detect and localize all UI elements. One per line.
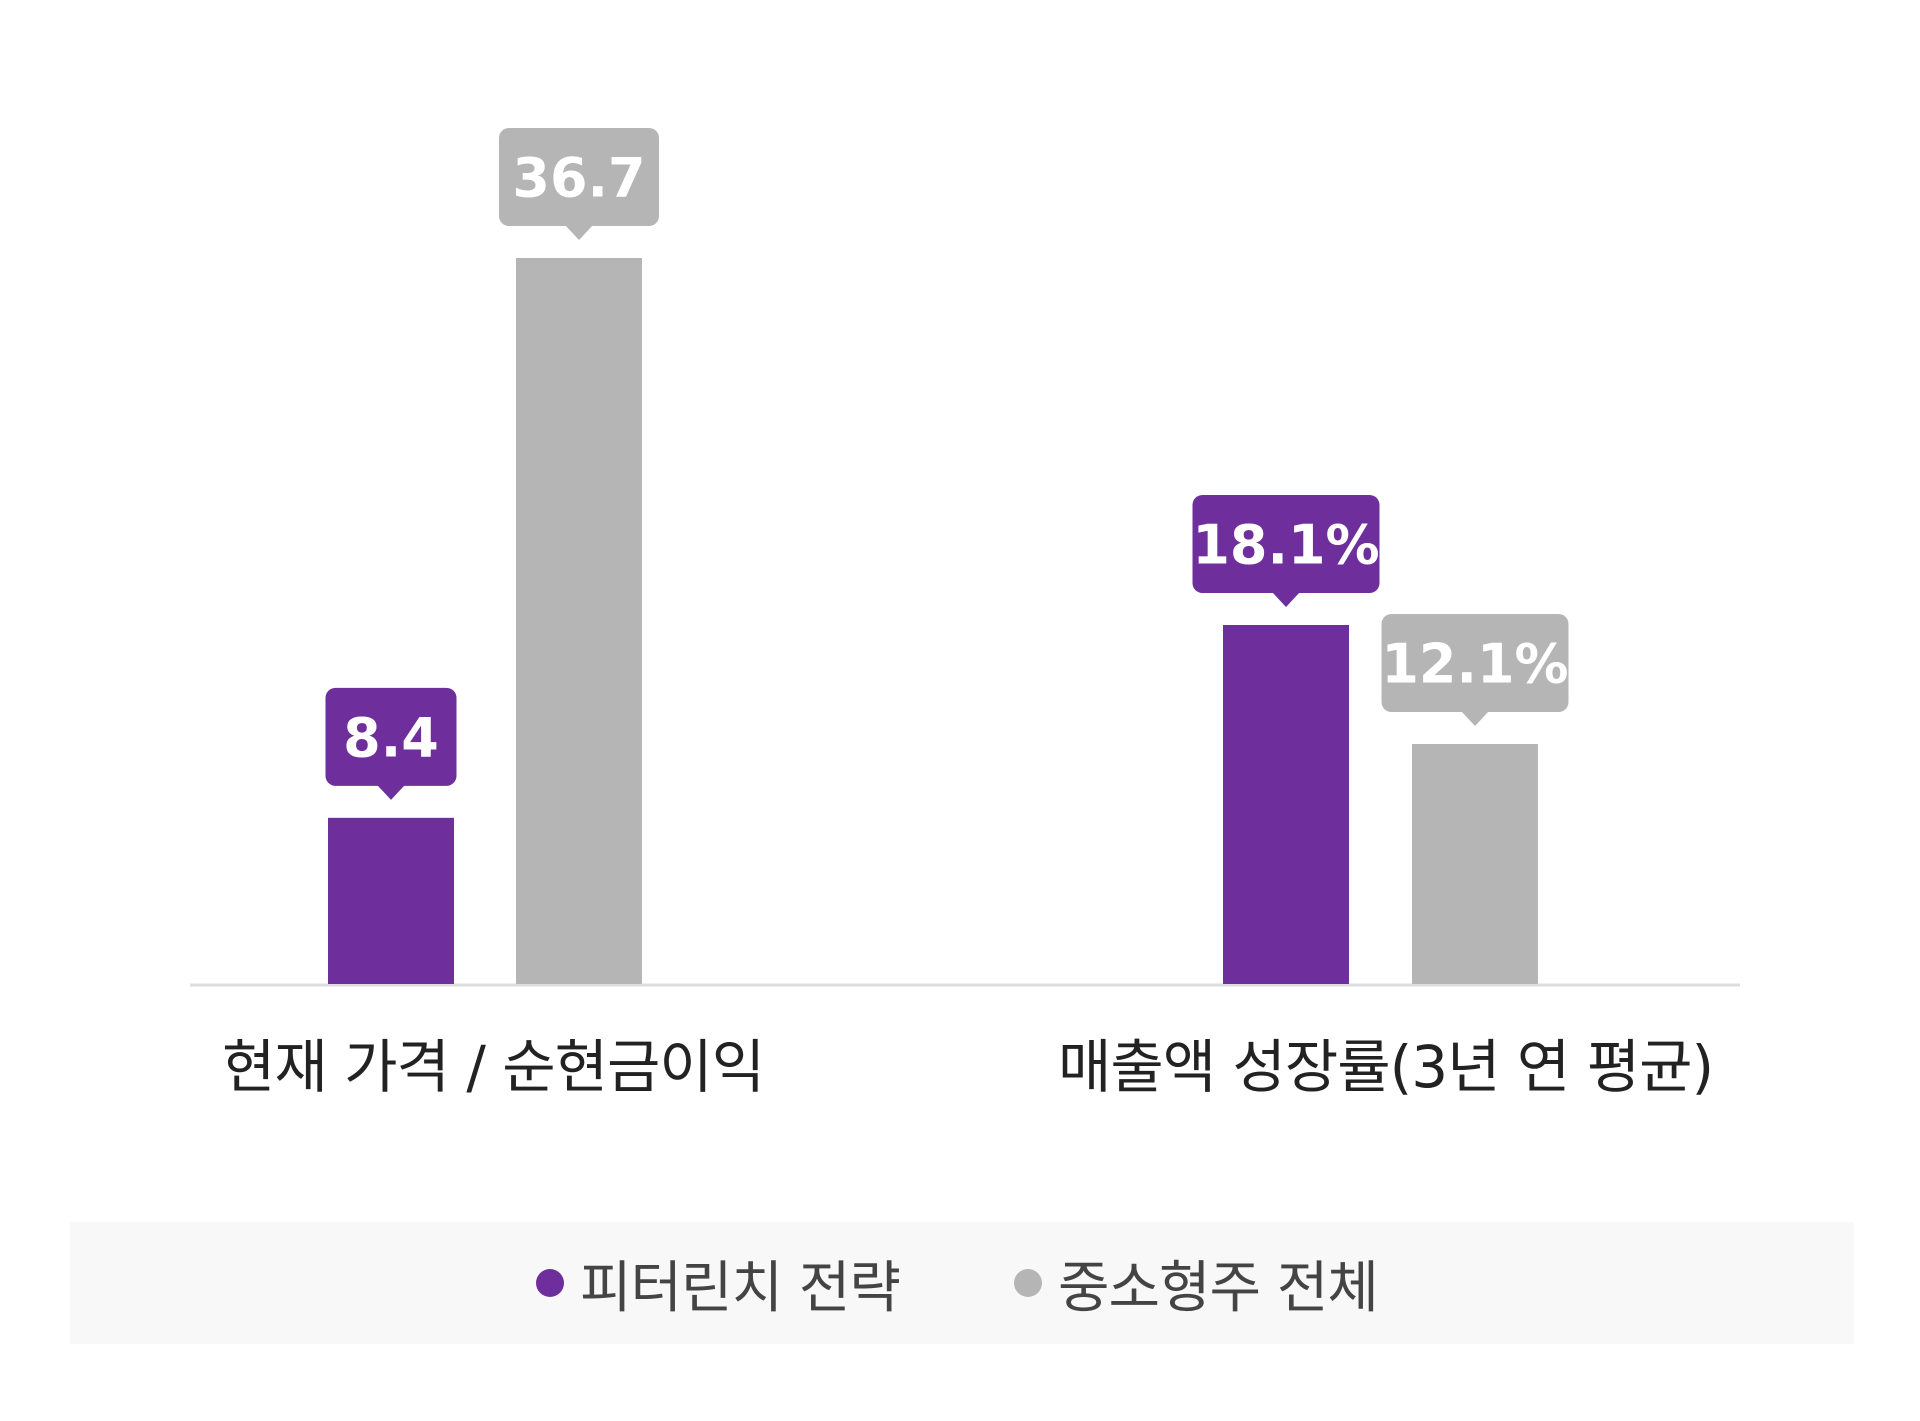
data-label-series-0-cat-0: 8.4: [325, 687, 457, 800]
data-label-box: [1192, 495, 1380, 593]
bar-series-1-cat-1: [1412, 744, 1538, 984]
legend-swatch-series-0: [536, 1269, 564, 1297]
data-label-pointer: [377, 784, 405, 800]
data-label-pointer: [1461, 711, 1489, 727]
bar-series-0-cat-0: [328, 817, 454, 984]
data-label-text: 18.1%: [1192, 513, 1379, 576]
legend-label-series-0: 피터린치 전략: [580, 1255, 901, 1321]
legend-swatch-series-1: [1014, 1269, 1042, 1297]
data-label-pointer: [565, 225, 593, 240]
bar-series-0-cat-1: [1223, 625, 1349, 984]
data-label-series-1-cat-1: 12.1%: [1381, 614, 1569, 727]
bar-series-1-cat-0: [516, 258, 642, 984]
bars-layer: [328, 258, 1538, 984]
data-label-text: 8.4: [343, 706, 439, 769]
data-label-box: [499, 128, 659, 226]
data-label-series-0-cat-1: 18.1%: [1192, 495, 1380, 607]
legend-label-series-1: 중소형주 전체: [1058, 1255, 1379, 1321]
legend: 피터린치 전략 중소형주 전체: [70, 1222, 1854, 1344]
data-label-series-1-cat-0: 36.7: [499, 128, 659, 240]
legend-item-series-0: 피터린치 전략: [536, 1222, 901, 1344]
legend-item-series-1: 중소형주 전체: [1014, 1222, 1379, 1344]
data-labels-layer: 8.4 18.1% 36.7 12.1%: [325, 128, 1569, 800]
data-label-text: 36.7: [512, 146, 645, 209]
category-label-1: 매출액 성장률(3년 연 평균): [1058, 1033, 1714, 1101]
data-label-box: [325, 687, 457, 786]
data-label-pointer: [1272, 592, 1300, 607]
category-label-0: 현재 가격 / 순현금이익: [222, 1033, 765, 1101]
data-label-text: 12.1%: [1381, 632, 1568, 695]
data-label-box: [1381, 614, 1569, 713]
